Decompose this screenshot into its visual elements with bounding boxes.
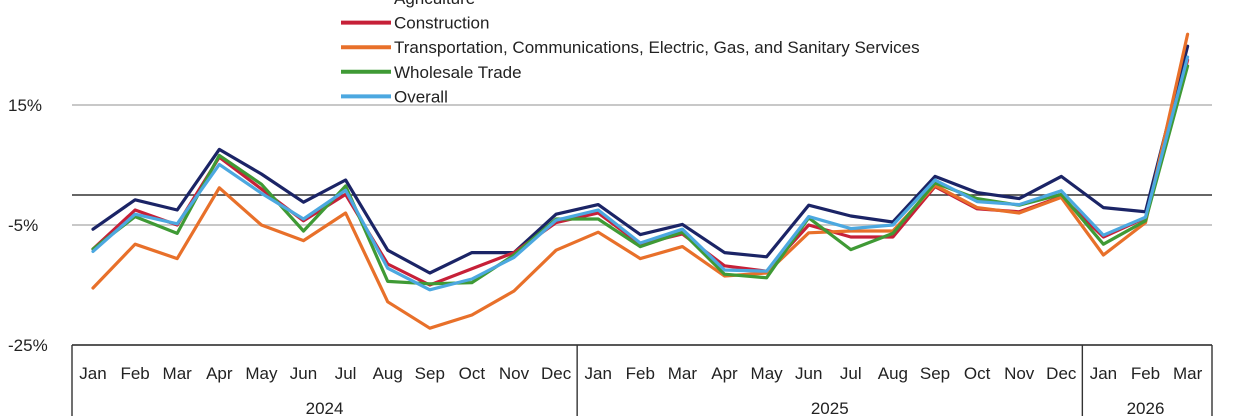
- legend: Agriculture Construction Transportation, C…: [341, 0, 920, 106]
- x-tick-label: Oct: [964, 364, 991, 383]
- y-tick-label: -5%: [8, 216, 38, 235]
- x-tick-label: Oct: [459, 364, 486, 383]
- x-tick-label: Jul: [840, 364, 862, 383]
- x-tick-label: May: [751, 364, 784, 383]
- x-tick-label: Feb: [1131, 364, 1160, 383]
- x-tick-label: Apr: [206, 364, 233, 383]
- legend-label: Wholesale Trade: [394, 63, 522, 82]
- x-tick-label: Jun: [290, 364, 317, 383]
- x-tick-label: Dec: [541, 364, 572, 383]
- series-layer: [91, 32, 1190, 330]
- series-line-wholesale-trade: [91, 64, 1190, 286]
- grid-layer: [72, 104, 1212, 346]
- x-tick-label: Jun: [795, 364, 822, 383]
- x-tick-label: Mar: [163, 364, 193, 383]
- year-label: 2026: [1127, 399, 1165, 416]
- x-tick-label: Mar: [668, 364, 698, 383]
- legend-label: Overall: [394, 87, 448, 106]
- x-tick-label: Feb: [626, 364, 655, 383]
- year-label: 2025: [811, 399, 849, 416]
- series-line-overall: [91, 55, 1190, 292]
- legend-label: Agriculture: [394, 0, 475, 8]
- legend-label: Transportation, Communications, Electric…: [394, 38, 920, 57]
- series-line-transportation: [91, 32, 1190, 330]
- x-tick-label: Sep: [920, 364, 950, 383]
- x-tick-label: May: [245, 364, 278, 383]
- x-tick-label: Aug: [878, 364, 908, 383]
- x-tick-label: Jan: [1090, 364, 1117, 383]
- x-tick-label: Sep: [415, 364, 445, 383]
- x-tick-label: Jul: [335, 364, 357, 383]
- y-tick-label: 15%: [8, 96, 42, 115]
- legend-label: Construction: [394, 14, 489, 33]
- x-tick-label: Mar: [1173, 364, 1203, 383]
- x-tick-label: Dec: [1046, 364, 1077, 383]
- x-tick-label: Jan: [79, 364, 106, 383]
- axis-layer: 15% -5% -25% Jan Feb Mar Apr May Jun Jul Aug Sep Oct…: [8, 96, 1213, 416]
- y-tick-label: -25%: [8, 336, 48, 355]
- x-tick-label: Nov: [499, 364, 530, 383]
- x-tick-label: Jan: [584, 364, 611, 383]
- x-tick-label: Aug: [373, 364, 403, 383]
- series-line-agriculture: [91, 44, 1190, 275]
- x-tick-label: Nov: [1004, 364, 1035, 383]
- year-label: 2024: [306, 399, 344, 416]
- x-tick-label: Apr: [711, 364, 738, 383]
- x-tick-label: Feb: [120, 364, 149, 383]
